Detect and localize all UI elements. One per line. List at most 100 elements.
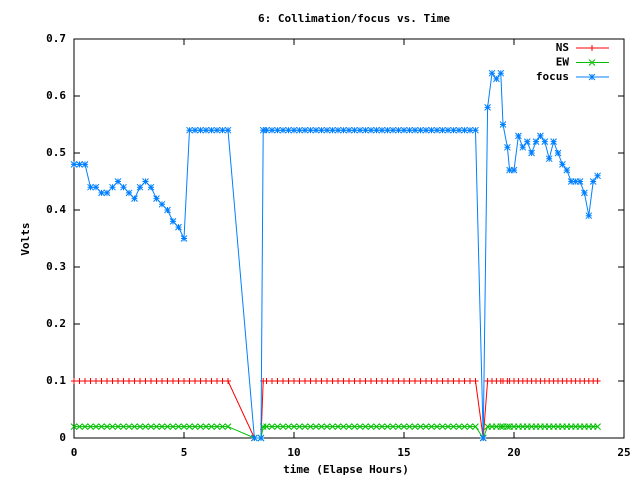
data-point: [373, 423, 380, 430]
data-point: [411, 423, 419, 430]
x-tick-label: 25: [617, 446, 630, 459]
data-point: [109, 378, 116, 384]
data-point: [497, 423, 505, 430]
data-point: [378, 126, 386, 134]
data-point: [147, 183, 155, 191]
data-point: [291, 378, 297, 384]
data-point: [307, 126, 314, 134]
data-point: [329, 126, 336, 134]
y-tick-label: 0.1: [46, 374, 66, 387]
data-point: [125, 423, 133, 430]
y-tick-label: 0.3: [46, 260, 66, 273]
data-point: [428, 378, 435, 384]
data-point: [285, 423, 292, 430]
data-point: [484, 104, 491, 111]
data-point: [497, 69, 505, 77]
x-tick-label: 0: [71, 446, 78, 459]
data-point: [180, 235, 188, 242]
data-point: [433, 126, 441, 134]
data-point: [368, 378, 374, 384]
data-point: [81, 423, 89, 430]
data-point: [567, 178, 575, 185]
data-point: [153, 423, 160, 430]
data-point: [71, 378, 77, 384]
data-point: [82, 378, 88, 384]
series-1: [70, 423, 601, 442]
data-point: [202, 126, 210, 134]
data-point: [472, 126, 479, 134]
data-point: [125, 189, 133, 197]
data-point: [191, 423, 199, 430]
data-point: [131, 378, 138, 384]
y-tick-label: 0.5: [46, 146, 66, 159]
data-point: [175, 378, 182, 384]
data-point: [488, 69, 496, 77]
x-tick-label: 10: [287, 446, 300, 459]
data-point: [263, 378, 270, 384]
data-point: [384, 378, 391, 384]
data-point: [422, 126, 430, 134]
data-point: [136, 183, 144, 191]
data-point: [412, 378, 418, 384]
data-point: [137, 378, 143, 384]
y-tick-label: 0.2: [46, 317, 66, 330]
data-point: [576, 178, 584, 185]
data-point: [109, 183, 116, 191]
data-point: [428, 423, 435, 430]
data-point: [76, 378, 83, 384]
data-point: [225, 378, 231, 384]
data-point: [312, 126, 320, 134]
data-point: [594, 378, 601, 384]
data-point: [379, 378, 385, 384]
data-point: [208, 423, 215, 430]
data-point: [307, 378, 314, 384]
data-point: [296, 378, 303, 384]
data-point: [417, 378, 424, 384]
data-point: [279, 126, 287, 134]
data-point: [197, 378, 204, 384]
data-point: [461, 423, 468, 430]
data-point: [169, 423, 177, 430]
data-point: [450, 126, 457, 134]
data-point: [219, 126, 226, 134]
data-point: [541, 138, 549, 145]
data-point: [439, 378, 446, 384]
legend-marker: [588, 59, 596, 66]
data-point: [493, 75, 500, 83]
y-tick-label: 0.6: [46, 89, 66, 102]
data-point: [450, 423, 457, 430]
data-point: [433, 423, 441, 430]
data-point: [479, 434, 487, 442]
data-point: [98, 378, 105, 384]
x-tick-label: 15: [397, 446, 410, 459]
legend-marker: [589, 45, 595, 51]
data-point: [208, 126, 215, 134]
data-point: [76, 161, 83, 168]
chart-title: 6: Collimation/focus vs. Time: [258, 12, 450, 25]
data-point: [395, 126, 402, 134]
data-point: [499, 121, 507, 128]
data-point: [389, 126, 397, 134]
data-point: [142, 423, 149, 430]
data-point: [362, 126, 369, 134]
data-point: [131, 195, 138, 202]
data-point: [384, 126, 391, 134]
legend-marker: [588, 73, 596, 81]
data-point: [351, 423, 358, 430]
data-point: [219, 423, 226, 430]
data-point: [158, 423, 166, 430]
data-point: [268, 423, 276, 430]
data-point: [400, 126, 408, 134]
data-point: [148, 378, 154, 384]
data-point: [114, 178, 122, 185]
data-point: [115, 378, 121, 384]
data-point: [466, 126, 474, 134]
data-point: [114, 423, 122, 430]
data-point: [411, 126, 419, 134]
data-point: [318, 378, 325, 384]
data-point: [323, 126, 331, 134]
data-point: [345, 423, 353, 430]
data-point: [280, 378, 286, 384]
data-point: [585, 212, 593, 220]
